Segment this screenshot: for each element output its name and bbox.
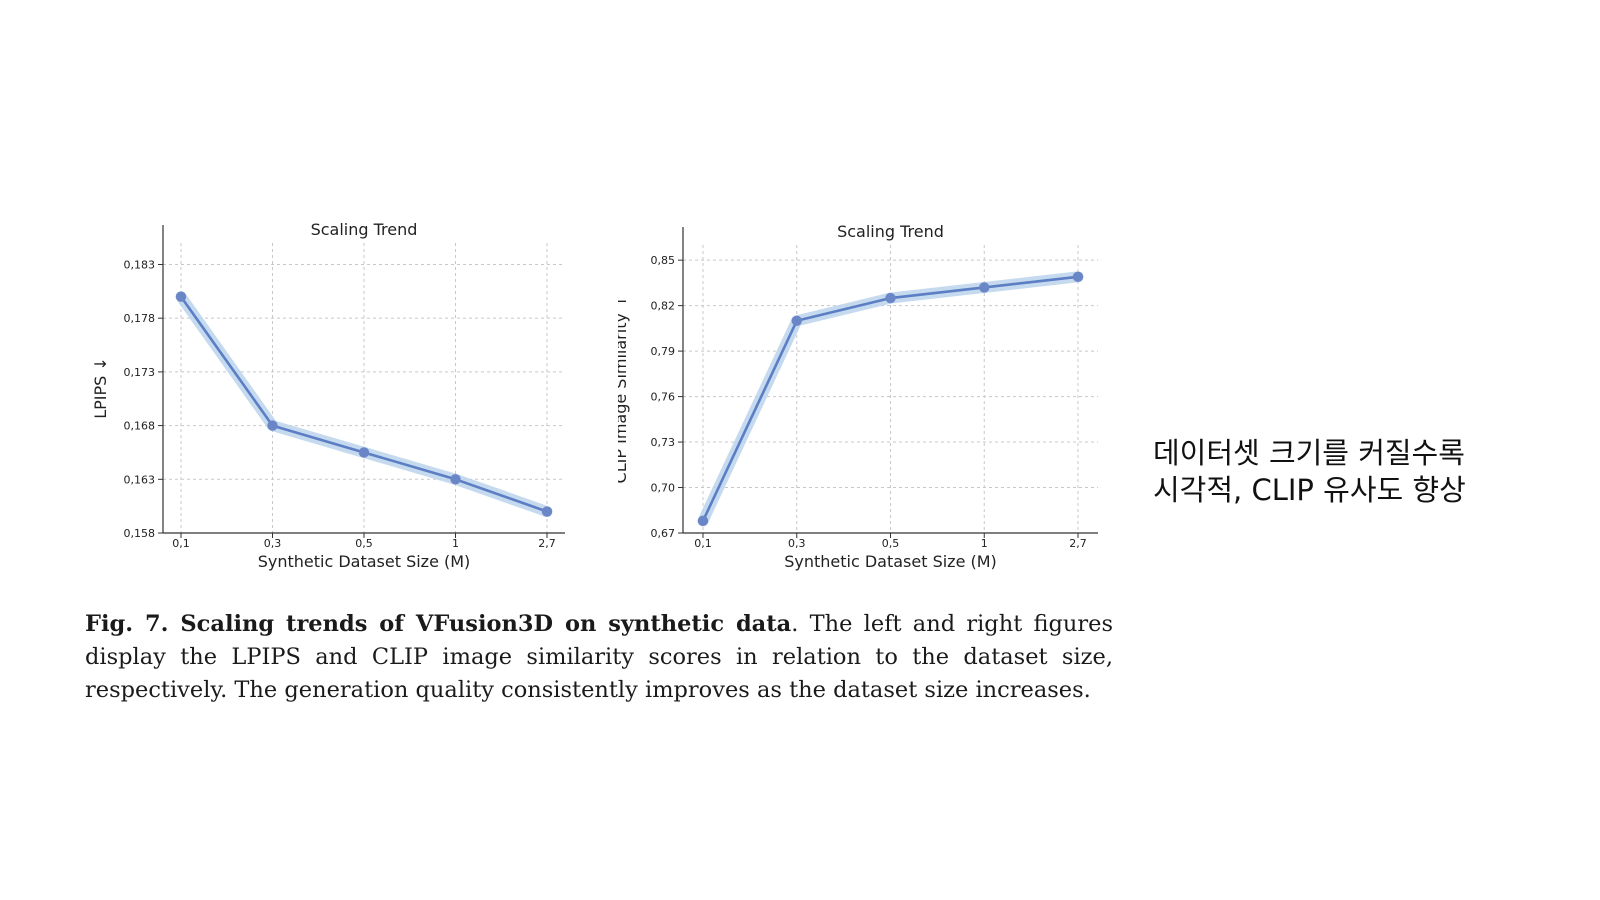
y-tick-label: 0,67 [651, 527, 676, 540]
y-tick-label: 0,168 [124, 420, 156, 433]
x-tick-label: 0,5 [882, 537, 900, 550]
clip-similarity-chart: Scaling Trend 0,67 0,70 0,73 0,76 0,79 0,82 0,8… [618, 222, 1098, 571]
y-axis-title: CLIP Image Similarity ↑ [618, 295, 630, 484]
y-tick-label: 0,183 [124, 258, 156, 271]
x-tick-label: 0,3 [264, 537, 282, 550]
x-tick-label: 2,7 [538, 537, 556, 550]
y-tick-label: 0,79 [651, 345, 676, 358]
x-axis-title: Synthetic Dataset Size (M) [784, 552, 997, 571]
note-line-2: 시각적, CLIP 유사도 향상 [1153, 473, 1466, 507]
y-tick-label: 0,178 [124, 312, 156, 325]
data-point [1072, 271, 1084, 283]
data-point [791, 315, 802, 326]
y-tick-label: 0,82 [651, 300, 676, 313]
x-tick-label: 2,7 [1069, 537, 1087, 550]
x-tick-label: 0,1 [694, 537, 712, 550]
figure-caption: Fig. 7. Scaling trends of VFusion3D on s… [85, 608, 1113, 707]
note-line-1: 데이터셋 크기를 커질수록 [1153, 436, 1465, 470]
y-tick-label: 0,76 [651, 391, 676, 404]
data-point [979, 282, 990, 293]
x-tick-label: 1 [981, 537, 988, 550]
korean-note: 데이터셋 크기를 커질수록 시각적, CLIP 유사도 향상 [1153, 435, 1573, 509]
x-tick-label: 0,3 [788, 537, 806, 550]
caption-text: . The left and right figures display the… [85, 611, 1113, 703]
data-point [358, 447, 370, 458]
y-tick-label: 0,73 [651, 436, 676, 449]
chart-title: Scaling Trend [311, 220, 418, 239]
y-tick-label: 0,70 [651, 482, 676, 495]
chart-title: Scaling Trend [837, 222, 944, 241]
lpips-chart: Scaling Trend 0,158 0,163 0,168 0,173 0,178 0,… [91, 220, 565, 571]
y-tick-label: 0,173 [124, 366, 156, 379]
data-point [175, 291, 187, 302]
data-point [450, 474, 461, 485]
data-point [885, 292, 896, 304]
x-tick-label: 1 [452, 537, 459, 550]
caption-label: Fig. 7. [85, 611, 169, 637]
data-point [541, 506, 553, 517]
y-axis-title: LPIPS ↓ [91, 357, 110, 419]
x-tick-label: 0,5 [355, 537, 373, 550]
y-tick-label: 0,163 [124, 473, 156, 486]
y-tick-label: 0,158 [124, 527, 156, 540]
y-tick-label: 0,85 [651, 254, 676, 267]
x-axis-title: Synthetic Dataset Size (M) [258, 552, 471, 571]
data-point [267, 420, 278, 431]
data-point [697, 515, 709, 527]
caption-bold-title: Scaling trends of VFusion3D on synthetic… [180, 611, 792, 637]
x-tick-label: 0,1 [172, 537, 190, 550]
